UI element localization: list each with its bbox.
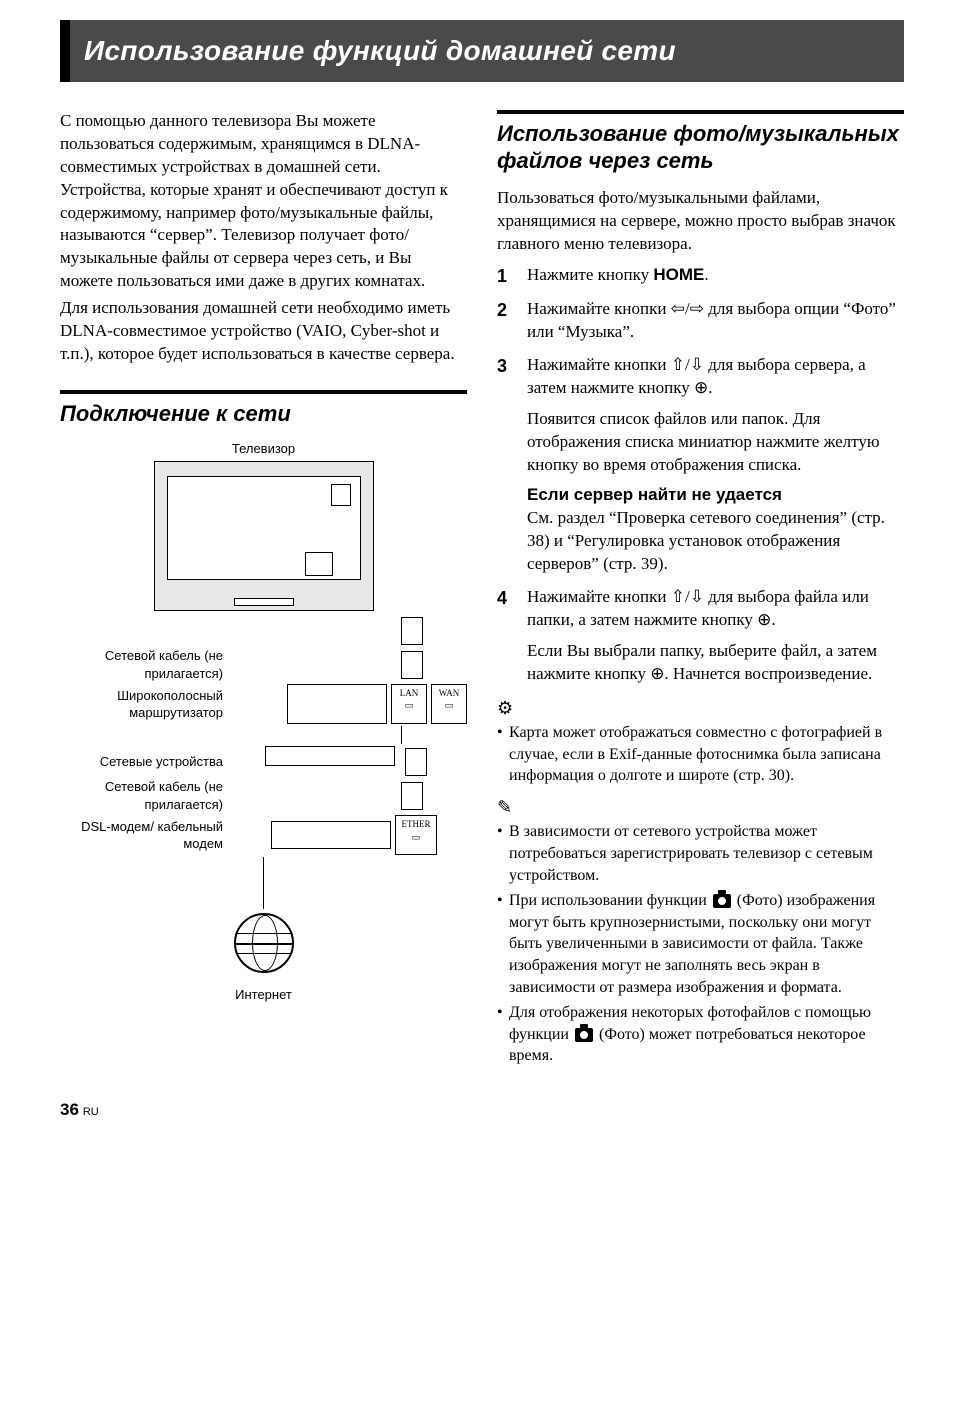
note-1: В зависимости от сетевого устройства мож…: [497, 821, 904, 886]
step-number: 3: [497, 354, 513, 576]
port-icon: [401, 617, 423, 645]
step-2-text: Нажимайте кнопки ⇦/⇨ для выбора опции “Ф…: [527, 298, 904, 344]
page-number: 36: [60, 1100, 79, 1119]
tv-label: Телевизор: [60, 440, 467, 458]
page-title-banner: Использование функций домашней сети: [60, 20, 904, 82]
tip-item: Карта может отображаться совместно с фот…: [497, 722, 904, 787]
internet-label: Интернет: [60, 986, 467, 1004]
step-1: 1 Нажмите кнопку HOME.: [497, 264, 904, 288]
camera-icon: [713, 894, 731, 908]
home-button-label: HOME: [653, 265, 704, 284]
modem-icon: [271, 821, 391, 849]
cable-label-2: Сетевой кабель (не прилагается): [60, 778, 231, 813]
intro-paragraph-1: С помощью данного телевизора Вы можете п…: [60, 110, 467, 294]
photo-intro: Пользоваться фото/музыкальными файлами, …: [497, 187, 904, 256]
wan-port: WAN▭: [431, 684, 467, 724]
page-title: Использование функций домашней сети: [84, 32, 890, 70]
modem-label: DSL-модем/ кабельный модем: [60, 818, 231, 853]
port-icon-2: [405, 748, 427, 776]
tip-icon: ⚙: [497, 696, 904, 720]
heading-photo-music: Использование фото/музыкальных файлов че…: [497, 110, 904, 175]
step-3a-text: Нажимайте кнопки ⇧/⇩ для выбора сервера,…: [527, 355, 866, 397]
step-3d-text: См. раздел “Проверка сетевого соединения…: [527, 507, 904, 576]
network-devices-icon: [265, 746, 395, 766]
step-4: 4 Нажимайте кнопки ⇧/⇩ для выбора файла …: [497, 586, 904, 686]
tip-list: Карта может отображаться совместно с фот…: [497, 722, 904, 787]
cable-connector-icon-2: [401, 782, 423, 810]
notes-list: В зависимости от сетевого устройства мож…: [497, 821, 904, 1067]
lan-port: LAN▭: [391, 684, 427, 724]
tv-icon: [154, 461, 374, 611]
note-icon: ✎: [497, 795, 904, 819]
devices-label: Сетевые устройства: [60, 753, 231, 771]
step-number: 1: [497, 264, 513, 288]
heading-connect: Подключение к сети: [60, 390, 467, 428]
camera-icon: [575, 1028, 593, 1042]
router-icon: [287, 684, 387, 724]
note-3: Для отображения некоторых фотофайлов с п…: [497, 1002, 904, 1067]
cable-label-1: Сетевой кабель (не прилагается): [60, 647, 231, 682]
intro-paragraph-2: Для использования домашней сети необходи…: [60, 297, 467, 366]
right-column: Использование фото/музыкальных файлов че…: [497, 110, 904, 1071]
content-columns: С помощью данного телевизора Вы можете п…: [60, 110, 904, 1071]
router-label: Широкополосный маршрутизатор: [60, 687, 231, 722]
left-column: С помощью данного телевизора Вы можете п…: [60, 110, 467, 1071]
step-3c-heading: Если сервер найти не удается: [527, 484, 904, 507]
globe-icon: [234, 913, 294, 973]
network-diagram: Телевизор Сетевой кабель (не прилагается…: [60, 440, 467, 1004]
step-3: 3 Нажимайте кнопки ⇧/⇩ для выбора сервер…: [497, 354, 904, 576]
step-1-text: Нажмите кнопку: [527, 265, 653, 284]
cable-connector-icon: [401, 651, 423, 679]
ether-port: ETHER▭: [395, 815, 437, 855]
step-number: 4: [497, 586, 513, 686]
steps-list: 1 Нажмите кнопку HOME. 2 Нажимайте кнопк…: [497, 264, 904, 686]
step-2: 2 Нажимайте кнопки ⇦/⇨ для выбора опции …: [497, 298, 904, 344]
step-4b-text: Если Вы выбрали папку, выберите файл, а …: [527, 640, 904, 686]
note-2: При использовании функции (Фото) изображ…: [497, 890, 904, 998]
step-4a-text: Нажимайте кнопки ⇧/⇩ для выбора файла ил…: [527, 587, 869, 629]
page-footer: 36 RU: [60, 1099, 904, 1122]
step-number: 2: [497, 298, 513, 344]
page-lang: RU: [83, 1106, 99, 1118]
step-3b-text: Появится список файлов или папок. Для от…: [527, 408, 904, 477]
